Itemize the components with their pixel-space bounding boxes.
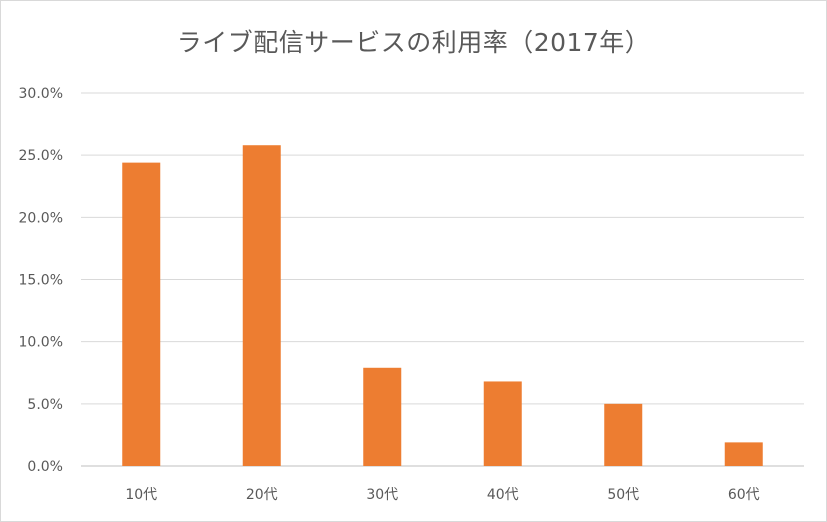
y-tick-label: 25.0% [19,148,63,164]
y-tick-label: 10.0% [19,335,63,351]
y-tick-label: 20.0% [19,210,63,226]
bar-20代 [242,145,281,466]
x-tick-label: 30代 [366,487,398,503]
x-tick-label: 20代 [246,487,278,503]
bar-10代 [122,162,161,467]
bar-40代 [483,381,522,466]
bar-50代 [604,403,643,466]
x-tick-label: 60代 [728,487,760,503]
chart-title: ライブ配信サービスの利用率（2017年） [176,28,651,57]
x-tick-label: 10代 [125,487,157,503]
y-tick-label: 30.0% [19,86,63,102]
x-tick-label: 50代 [607,487,639,503]
bar-60代 [724,442,763,466]
y-tick-label: 0.0% [27,459,63,475]
bar-30代 [363,367,402,466]
x-tick-label: 40代 [487,487,519,503]
y-tick-label: 15.0% [19,273,63,289]
y-tick-label: 5.0% [27,397,63,413]
